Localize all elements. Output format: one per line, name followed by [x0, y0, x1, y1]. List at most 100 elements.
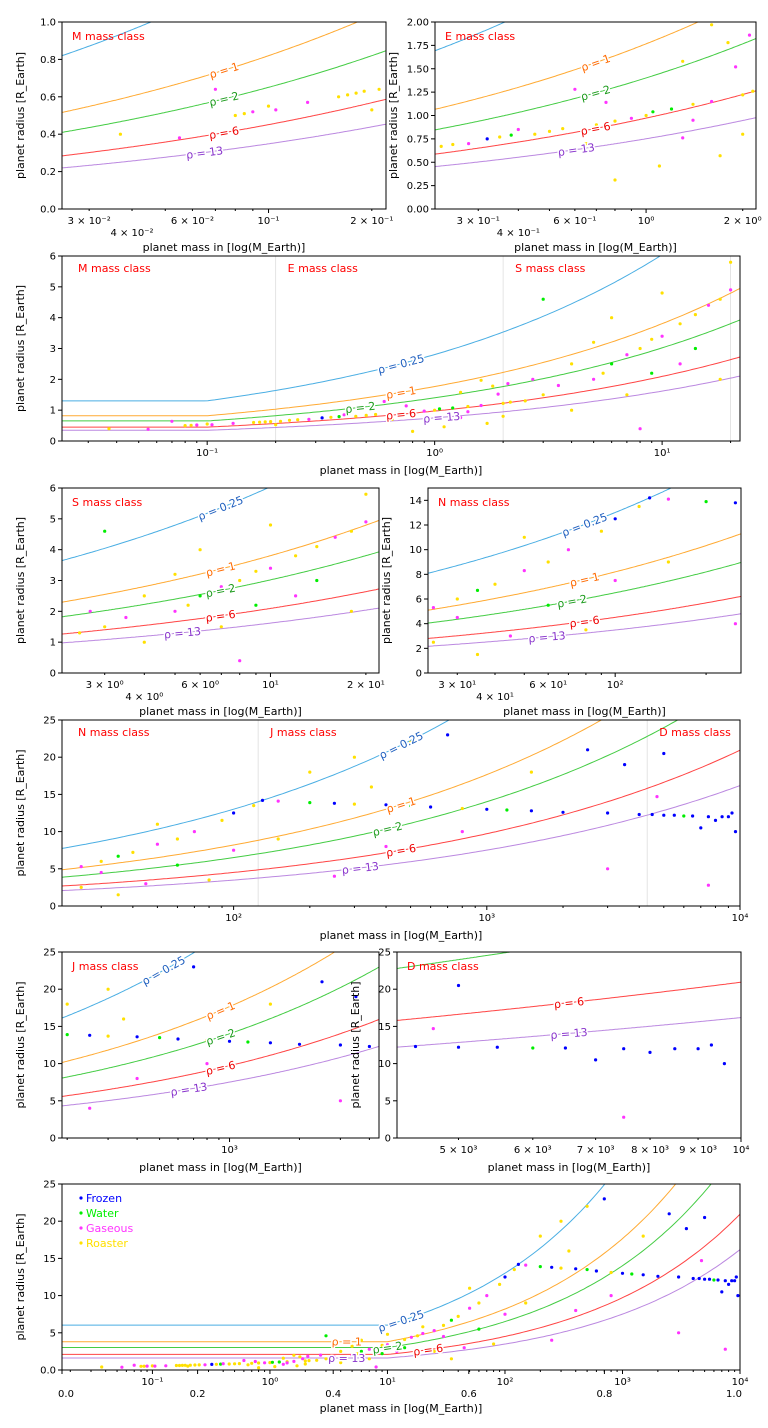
- data-point: [254, 603, 258, 607]
- density-label: ρ = 2: [345, 400, 376, 416]
- x-linear-tick-label: 0.8: [596, 1389, 612, 1400]
- data-point: [349, 609, 353, 613]
- data-point: [195, 423, 199, 427]
- x-tick-label: 10⁰: [262, 1377, 279, 1388]
- data-point: [369, 785, 373, 789]
- density-label: ρ = 0.25: [196, 494, 245, 524]
- density-curve-6: [435, 90, 756, 155]
- data-point: [346, 93, 350, 97]
- data-point: [257, 1366, 261, 1370]
- data-point: [320, 416, 324, 420]
- data-point: [287, 418, 292, 422]
- y-axis-label: planet radius [R_Earth]: [14, 1213, 27, 1340]
- x-tick-label: 3 × 10⁰: [86, 680, 124, 691]
- data-point: [650, 812, 654, 817]
- axes-frame: [396, 951, 742, 1139]
- data-point: [258, 420, 262, 424]
- density-curve-0.25: [62, 720, 451, 849]
- class-label: J mass class: [71, 960, 139, 973]
- density-curve-6: [62, 356, 740, 428]
- data-point: [99, 870, 103, 875]
- data-point: [501, 401, 505, 405]
- density-label: ρ = 13: [557, 141, 596, 159]
- density-curve-6: [62, 749, 740, 887]
- density-label: ρ = 13: [528, 629, 566, 645]
- y-tick-label: 20: [43, 985, 56, 996]
- data-point: [384, 844, 388, 849]
- x-linear-tick-label: 1.0: [726, 1389, 742, 1400]
- y-tick-label: 0: [416, 669, 422, 680]
- density-curve-13: [62, 785, 740, 892]
- density-label: ρ = 2: [579, 83, 612, 104]
- data-point: [524, 1263, 528, 1267]
- data-point: [456, 1045, 461, 1049]
- data-point: [641, 1234, 645, 1238]
- x-tick-label: 10⁴: [732, 1377, 749, 1388]
- data-point: [88, 1106, 92, 1110]
- data-point: [703, 1215, 707, 1220]
- x-axis-label: planet mass in [log(M_Earth)]: [320, 1402, 483, 1415]
- density-label: ρ = 13: [423, 410, 461, 426]
- data-point: [650, 371, 654, 375]
- data-point: [667, 1212, 671, 1216]
- data-point: [505, 808, 509, 812]
- data-point: [253, 1359, 257, 1364]
- data-point: [533, 132, 537, 136]
- class-label: D mass class: [407, 960, 479, 973]
- density-label: ρ = 13: [185, 144, 224, 162]
- data-point: [303, 1362, 307, 1366]
- data-point: [180, 1363, 184, 1367]
- data-point: [210, 1362, 214, 1366]
- data-point: [660, 291, 664, 295]
- density-curve-0.25: [62, 22, 153, 57]
- data-point: [354, 91, 358, 95]
- density-label: ρ = 6: [205, 608, 237, 625]
- data-point: [155, 822, 159, 826]
- data-point: [278, 419, 283, 423]
- data-point: [693, 313, 698, 317]
- data-point: [164, 1364, 168, 1368]
- data-point: [354, 995, 358, 999]
- y-tick-label: 0: [50, 669, 56, 680]
- density-curve-0.25: [62, 488, 269, 562]
- data-point: [260, 798, 265, 803]
- data-point: [449, 1318, 453, 1322]
- data-point: [296, 418, 300, 422]
- y-tick-label: 10: [43, 1059, 56, 1070]
- data-point: [730, 1279, 734, 1283]
- panel-8: ρ = 6 ρ = 13 D mass class 0 5 10 15 20 25 5 × 10³…: [349, 948, 749, 1175]
- data-point: [441, 1334, 446, 1339]
- data-point: [433, 408, 437, 412]
- density-label: ρ = 0.25: [376, 352, 425, 377]
- data-point: [673, 1047, 677, 1051]
- data-point: [324, 1357, 328, 1361]
- data-point: [177, 136, 182, 140]
- data-point: [364, 413, 368, 417]
- data-point: [524, 1301, 528, 1305]
- data-point: [479, 403, 483, 408]
- data-point: [281, 1362, 285, 1366]
- data-point: [395, 1349, 399, 1353]
- data-point: [266, 104, 271, 108]
- data-point: [350, 1344, 354, 1348]
- data-point: [144, 882, 148, 886]
- data-point: [198, 548, 202, 552]
- density-label: ρ = 1: [385, 794, 418, 815]
- data-point: [559, 1219, 563, 1223]
- density-curve-1: [62, 952, 336, 1063]
- y-tick-label: 0.75: [407, 134, 429, 145]
- x-tick-label: 10⁻¹: [258, 216, 280, 227]
- plot-area: ρ = 0.25 ρ = 1 ρ = 2 ρ = 6 ρ = 13: [62, 720, 740, 906]
- data-point: [594, 1269, 599, 1273]
- data-point: [741, 132, 745, 136]
- data-point: [173, 572, 177, 576]
- data-point: [456, 1314, 460, 1318]
- data-point: [451, 406, 455, 410]
- data-point: [625, 353, 629, 357]
- x-tick-label: 2 × 10⁻¹: [350, 216, 393, 227]
- density-label: ρ = 13: [341, 860, 379, 877]
- density-curve-2: [62, 319, 740, 422]
- data-point: [460, 806, 464, 811]
- data-point: [377, 87, 381, 91]
- x-tick-label: 6 × 10⁰: [181, 680, 219, 691]
